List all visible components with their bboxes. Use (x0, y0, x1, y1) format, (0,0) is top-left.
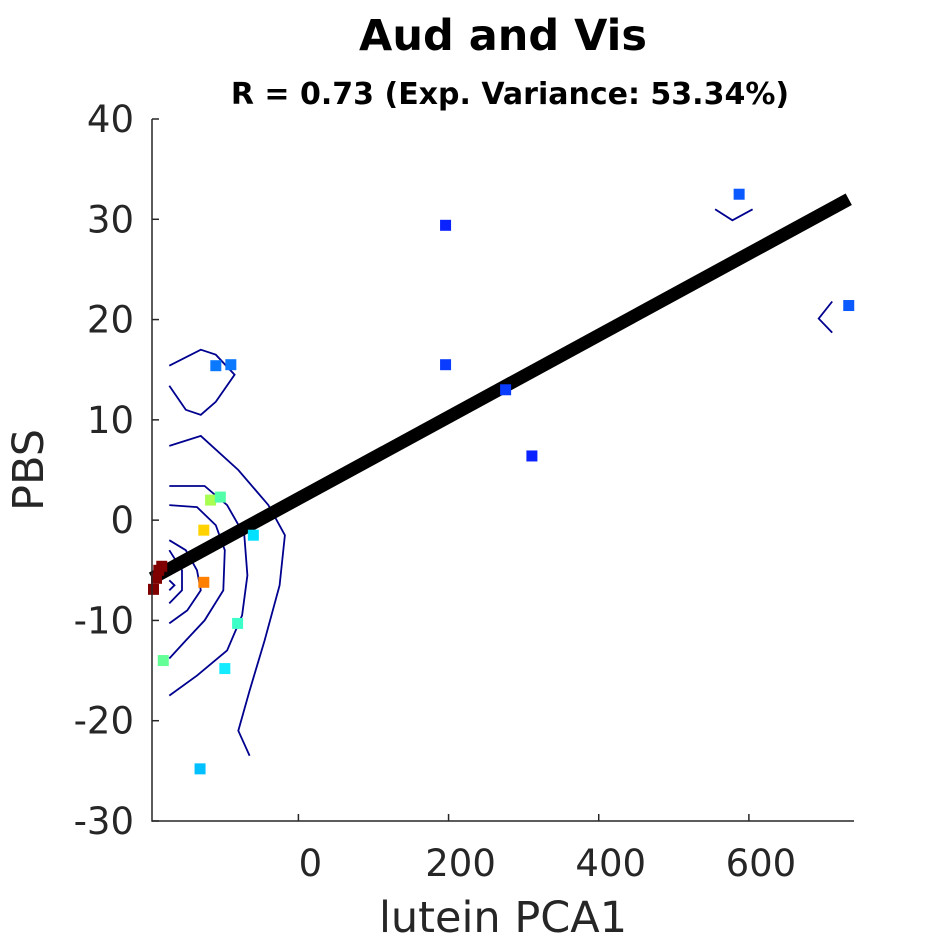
data-point (198, 524, 210, 536)
density-contour (168, 485, 249, 697)
x-axis-ticks: 0 200 400 600 (297, 814, 797, 885)
data-point (733, 188, 745, 200)
x-tick-label: 0 (299, 842, 323, 885)
y-axis-ticks: -30 -20 -10 0 10 20 30 40 (74, 98, 159, 843)
data-point (157, 655, 169, 667)
density-contour (714, 208, 754, 222)
x-axis-label: lutein PCA1 (379, 893, 627, 943)
chart-title: Aud and Vis (359, 11, 647, 61)
data-point (247, 529, 259, 541)
data-point (153, 564, 165, 576)
data-point (225, 359, 237, 371)
data-point (194, 763, 206, 775)
data-point (151, 572, 163, 584)
data-point (440, 219, 452, 231)
y-tick-label: -30 (74, 800, 134, 843)
y-tick-label: -10 (74, 599, 134, 642)
data-point (219, 663, 231, 675)
density-contour (169, 434, 286, 757)
y-tick-label: 30 (87, 198, 134, 241)
density-contour (168, 504, 226, 660)
data-point (198, 576, 210, 588)
data-point (214, 491, 226, 503)
data-points (148, 188, 855, 775)
data-point (440, 359, 452, 371)
data-point (843, 300, 855, 312)
x-tick-label: 200 (425, 842, 496, 885)
y-tick-label: 0 (110, 499, 134, 542)
data-point (148, 583, 160, 595)
y-tick-label: 40 (87, 98, 134, 141)
axes (151, 119, 854, 822)
x-tick-label: 600 (726, 842, 797, 885)
density-contour (168, 579, 176, 591)
chart-subtitle: R = 0.73 (Exp. Variance: 53.34%) (231, 77, 789, 112)
y-tick-label: 20 (87, 299, 134, 342)
y-axis-label: PBS (4, 429, 54, 511)
y-tick-label: 10 (87, 399, 134, 442)
y-tick-label: -20 (74, 700, 134, 743)
density-contour (168, 348, 236, 416)
density-contours (168, 208, 833, 757)
data-point (210, 360, 222, 372)
data-point (526, 450, 538, 462)
density-contour (817, 300, 833, 334)
data-point (205, 494, 217, 506)
x-tick-label: 400 (575, 842, 646, 885)
data-point (500, 384, 512, 396)
data-point (232, 617, 244, 629)
